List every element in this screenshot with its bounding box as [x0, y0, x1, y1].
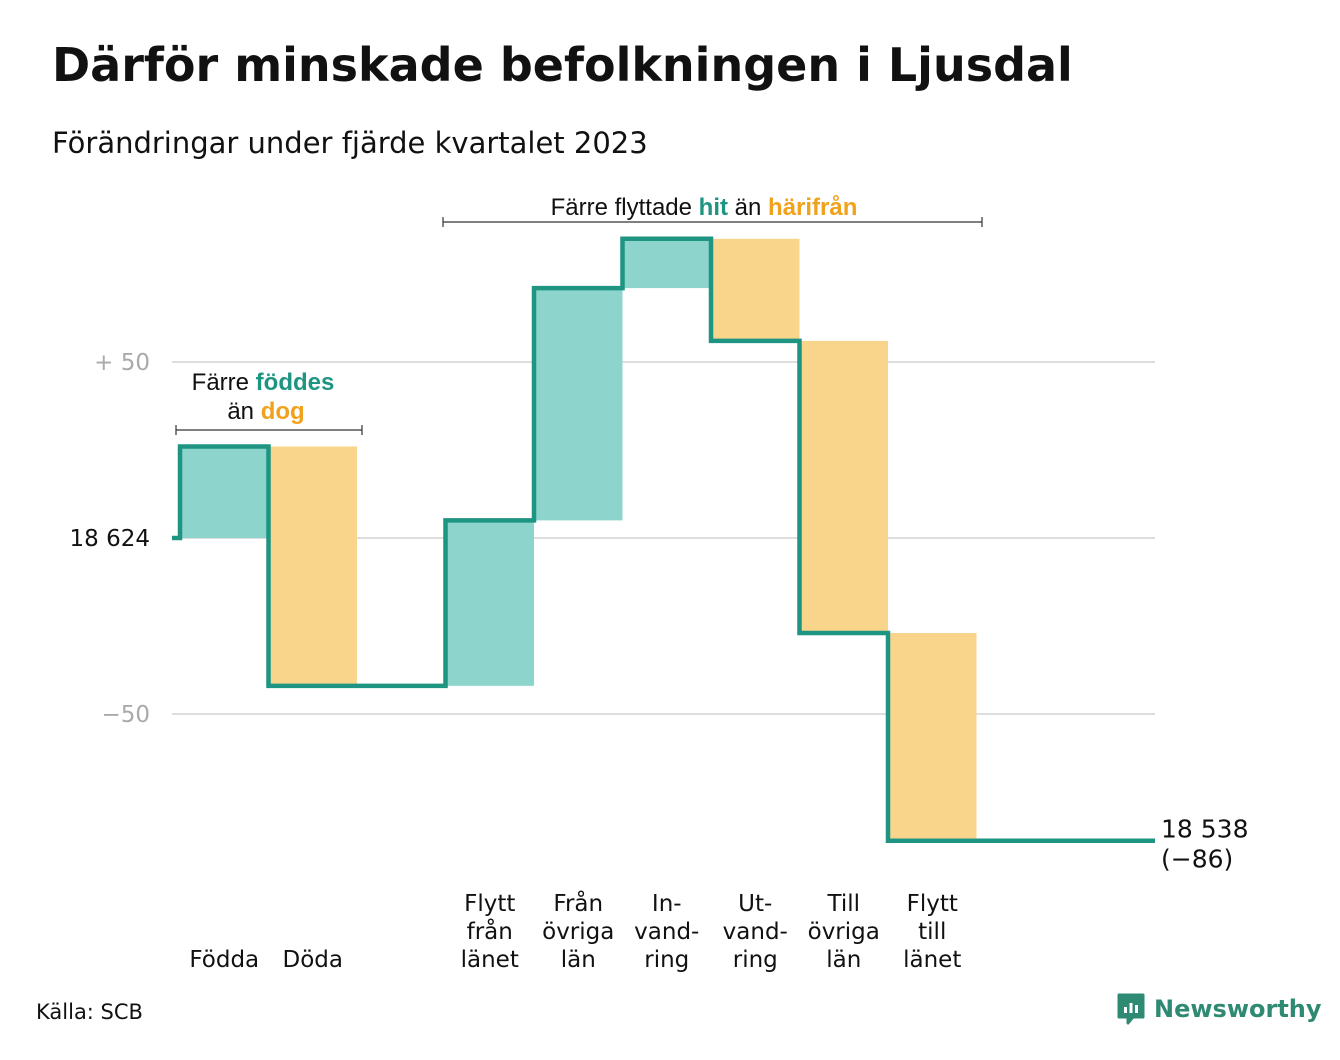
x-category-label: län — [561, 947, 596, 973]
births-annotation-line1: Färre föddes — [192, 369, 335, 396]
decrease-bar — [268, 446, 357, 686]
x-category-label: ring — [644, 947, 689, 973]
x-category-label: Döda — [283, 947, 343, 973]
x-category-label: vand- — [634, 919, 699, 945]
x-category-label: Födda — [189, 947, 259, 973]
x-category-label: från — [467, 917, 513, 945]
page-subtitle: Förändringar under fjärde kvartalet 2023 — [52, 126, 648, 160]
x-category-label: Från — [553, 889, 603, 917]
brand-logo[interactable]: Newsworthy — [1116, 992, 1322, 1026]
decrease-bar — [888, 633, 977, 841]
x-category-label: Till — [826, 891, 860, 917]
y-tick-label: + 50 — [94, 350, 150, 376]
decrease-bar — [711, 238, 800, 341]
x-category-label: ring — [733, 947, 778, 973]
births-annotation-highlight: föddes — [256, 369, 335, 396]
moves-annotation-middle: än — [728, 194, 768, 221]
source-note: Källa: SCB — [36, 1000, 143, 1024]
moves-annotation: Färre flyttade hit än härifrån — [551, 194, 858, 221]
x-category-label: Flytt — [464, 891, 515, 917]
cumulative-step-line — [172, 236, 1155, 843]
x-category-label: övriga — [808, 919, 880, 945]
end-change-label: (−86) — [1161, 845, 1233, 874]
births-annotation-prefix: Färre — [192, 369, 256, 396]
x-category-label: vand- — [723, 919, 788, 945]
page-title: Därför minskade befolkningen i Ljusdal — [52, 38, 1073, 92]
moves-annotation-highlight: härifrån — [768, 194, 857, 221]
increase-bar — [534, 288, 623, 521]
moves-annotation-highlight: hit — [699, 194, 728, 221]
end-value-label: 18 538 — [1161, 815, 1248, 844]
x-category-label: In- — [652, 891, 682, 917]
increase-bar — [445, 520, 534, 686]
x-category-label: län — [826, 947, 861, 973]
births-annotation-highlight: dog — [261, 398, 305, 425]
y-axis-start-label: 18 624 — [70, 526, 150, 552]
x-category-label: till — [918, 919, 946, 945]
brand-name: Newsworthy — [1154, 995, 1322, 1023]
y-tick-label: −50 — [101, 702, 150, 728]
x-category-label: länet — [461, 947, 519, 973]
x-category-label: länet — [903, 947, 961, 973]
births-annotation-prefix: än — [227, 398, 260, 425]
x-category-label: Ut- — [738, 891, 772, 917]
decrease-bar — [799, 340, 888, 634]
newsworthy-logo-icon — [1117, 993, 1145, 1025]
increase-bar — [180, 446, 269, 538]
increase-bar — [622, 238, 711, 289]
x-category-label: Flytt — [907, 891, 958, 917]
moves-annotation-prefix: Färre flyttade — [551, 194, 699, 221]
births-annotation-line2: än dog — [227, 398, 304, 425]
x-category-label: övriga — [542, 919, 614, 945]
